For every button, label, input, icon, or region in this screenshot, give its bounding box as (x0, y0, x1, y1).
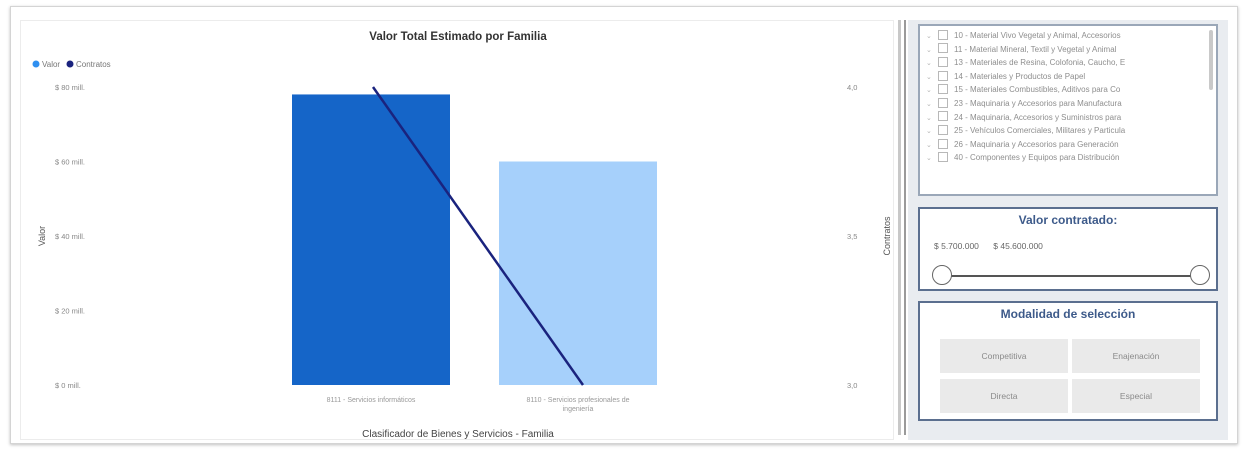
valor-por-familia-chart: Valor Total Estimado por Familia Valor Con… (20, 20, 894, 440)
slicer-item-label: 40 - Componentes y Equipos para Distribu… (954, 153, 1120, 163)
y-left-axis-label: Valor (37, 226, 47, 246)
y-right-tick-label: 4,0 (847, 83, 857, 92)
valor-contratado-title: Valor contratado: (1018, 213, 1118, 227)
chevron-down-icon[interactable]: ⌄ (926, 155, 932, 163)
slicer-item[interactable]: ⌄ 40 - Componentes y Equipos para Distrib… (920, 151, 1216, 165)
panel-divider-dark (904, 20, 906, 435)
modalidad-title: Modalidad de selección (1000, 307, 1136, 321)
checkbox[interactable] (938, 125, 948, 136)
competitiva-button[interactable]: Competitiva (940, 339, 1068, 373)
legend-valor-label: Valor (42, 60, 60, 69)
chevron-down-icon[interactable]: ⌄ (926, 87, 932, 95)
contratos-line (371, 86, 585, 386)
legend-valor-marker (32, 60, 40, 68)
bar-2 (499, 161, 657, 385)
y-left-tick-label: $ 80 mill. (55, 83, 85, 92)
chevron-down-icon[interactable]: ⌄ (926, 100, 932, 108)
slicer-item-label: 24 - Maquinaria, Accesorios y Suministro… (954, 112, 1122, 122)
checkbox[interactable] (938, 57, 948, 68)
modalidad-card: Modalidad de selección Competitiva Enaje… (918, 301, 1218, 421)
slicer-item[interactable]: ⌄ 23 - Maquinaria y Accesorios para Manuf… (920, 97, 1216, 111)
checkbox[interactable] (938, 70, 948, 81)
directa-button[interactable]: Directa (940, 379, 1068, 413)
slicer-item-label: 26 - Maquinaria y Accesorios para Genera… (954, 139, 1119, 149)
y-left-tick-label: $ 60 mill. (55, 158, 85, 167)
chevron-down-icon[interactable]: ⌄ (926, 114, 932, 122)
checkbox[interactable] (938, 97, 948, 108)
checkbox[interactable] (938, 84, 948, 95)
slicer-item[interactable]: ⌄ 13 - Materiales de Resina, Colofonia, C… (920, 56, 1216, 70)
chevron-down-icon[interactable]: ⌄ (926, 128, 932, 136)
x-tick-label: 8110 - Servicios profesionales de ingenie… (527, 397, 630, 413)
slicer-item-label: 10 - Material Vivo Vegetal y Animal, Acc… (954, 31, 1121, 40)
chart-title: Valor Total Estimado por Familia (369, 31, 547, 43)
chevron-down-icon[interactable]: ⌄ (926, 141, 932, 149)
slicer-item-label: 13 - Materiales de Resina, Colofonia, Ca… (954, 58, 1126, 68)
valor-contratado-card: Valor contratado: $ 5.700.000 $ 45.600.0… (918, 207, 1218, 291)
slicer-item-label: 14 - Materiales y Productos de Papel (954, 71, 1086, 81)
range-slider-min-handle[interactable] (932, 265, 952, 285)
checkbox[interactable] (938, 43, 948, 54)
range-slider-track[interactable] (940, 275, 1202, 277)
slicer-item[interactable]: ⌄ 24 - Maquinaria, Accesorios y Suministr… (920, 111, 1216, 125)
checkbox[interactable] (938, 152, 948, 163)
checkbox[interactable] (938, 29, 948, 40)
familia-slicer[interactable]: ⌄ 10 - Material Vivo Vegetal y Animal, Ac… (918, 24, 1218, 196)
y-left-tick-label: $ 20 mill. (55, 307, 85, 316)
bar-1 (292, 94, 450, 385)
slicer-item[interactable]: ⌄ 25 - Vehículos Comerciales, Militares y… (920, 124, 1216, 138)
slicer-item[interactable]: ⌄ 11 - Material Mineral, Textil y Vegetal… (920, 43, 1216, 57)
chart-svg: Valor Total Estimado por Familia Valor Con… (32, 31, 892, 440)
slicer-item[interactable]: ⌄ 26 - Maquinaria y Accesorios para Gener… (920, 138, 1216, 152)
range-min-value: $ 5.700.000 (934, 241, 979, 251)
slicer-item-label: 25 - Vehículos Comerciales, Militares y … (954, 126, 1126, 136)
chevron-down-icon[interactable]: ⌄ (926, 46, 932, 54)
checkbox[interactable] (938, 111, 948, 122)
y-left-tick-label: $ 40 mill. (55, 232, 85, 241)
slicer-item[interactable]: ⌄ 10 - Material Vivo Vegetal y Animal, Ac… (920, 29, 1216, 43)
slicer-scrollbar[interactable] (1209, 30, 1213, 90)
enajenacion-button[interactable]: Enajenación (1072, 339, 1200, 373)
y-right-tick-label: 3,0 (847, 381, 857, 390)
slicer-item-label: 15 - Materiales Combustibles, Aditivos p… (954, 85, 1121, 95)
slicer-item-label: 11 - Material Mineral, Textil y Vegetal … (954, 44, 1117, 54)
slicer-item[interactable]: ⌄ 15 - Materiales Combustibles, Aditivos … (920, 83, 1216, 97)
slicer-item[interactable]: ⌄ 14 - Materiales y Productos de Papel (920, 70, 1216, 84)
valor-range-values: $ 5.700.000 $ 45.600.000 (934, 241, 1055, 251)
panel-divider (898, 20, 901, 435)
especial-button[interactable]: Especial (1072, 379, 1200, 413)
x-tick-label-line: 8110 - Servicios profesionales de (527, 397, 630, 404)
chevron-down-icon[interactable]: ⌄ (926, 73, 932, 81)
range-max-value: $ 45.600.000 (993, 241, 1043, 251)
y-right-tick-label: 3,5 (847, 232, 857, 241)
chevron-down-icon[interactable]: ⌄ (926, 33, 932, 40)
range-slider-max-handle[interactable] (1190, 265, 1210, 285)
legend-contratos-marker (66, 60, 74, 68)
slicer-item-label: 23 - Maquinaria y Accesorios para Manufa… (954, 98, 1122, 108)
y-left-tick-label: $ 0 mill. (55, 381, 81, 390)
checkbox[interactable] (938, 138, 948, 149)
x-tick-label: 8111 - Servicios informáticos (327, 397, 416, 404)
legend-contratos-label: Contratos (76, 60, 111, 69)
chevron-down-icon[interactable]: ⌄ (926, 60, 932, 68)
x-axis-label: Clasificador de Bienes y Servicios - Fam… (362, 429, 554, 440)
y-right-axis-label: Contratos (882, 216, 892, 256)
x-tick-label-line: ingeniería (563, 406, 594, 413)
